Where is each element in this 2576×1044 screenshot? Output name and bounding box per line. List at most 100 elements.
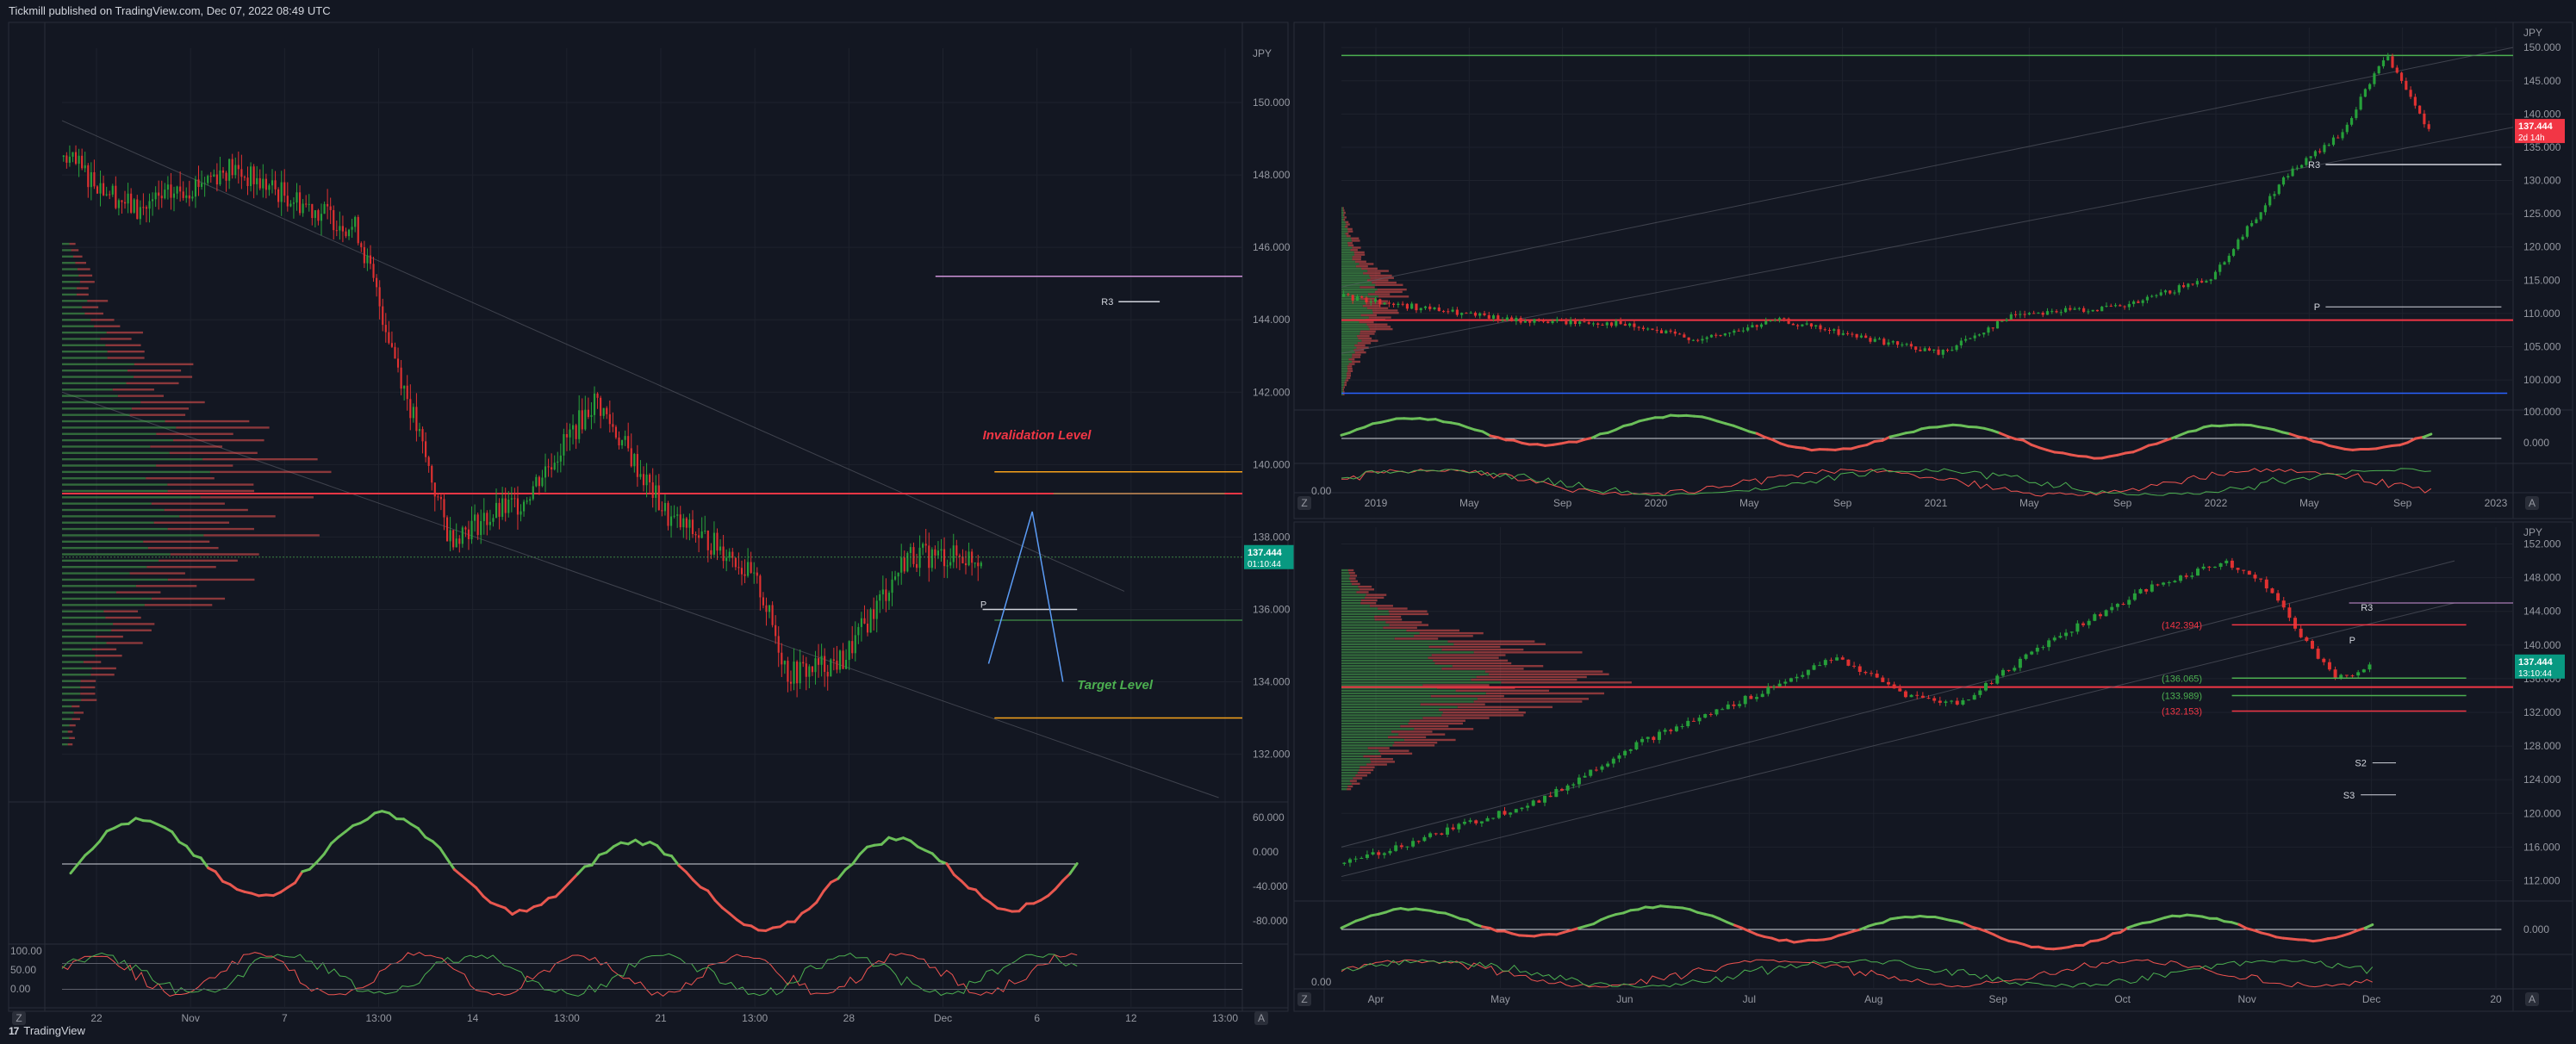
candle [339,226,341,231]
volume-profile-bar [1366,307,1389,309]
s3-label: S3 [2343,791,2355,801]
candle [2381,60,2386,66]
volume-profile-bar [62,255,73,258]
button-bg [1297,992,1311,1006]
candle [1578,321,1582,325]
volume-profile-bar [1348,358,1355,361]
candle [1882,339,1886,345]
candle [706,530,709,550]
volume-profile-bar [1441,648,1524,651]
volume-profile-bar [1369,605,1393,607]
candle [2373,73,2376,84]
candle [1416,841,1421,842]
rsi-segment [2162,437,2175,443]
time-tick-label: Apr [1368,993,1384,1005]
candle [1777,318,1782,320]
candle [612,424,614,427]
volume-profile-bar [1341,659,1434,662]
volume-profile-bar [62,591,116,593]
time-tick-label: 21 [655,1012,667,1024]
volume-profile-bar [1428,645,1501,649]
rsi-segment [2022,942,2033,948]
rsi-segment [2155,439,2166,445]
candle [1732,704,1736,706]
candle [1951,350,1954,351]
candle [879,594,881,601]
volume-profile-bar [1341,388,1343,391]
candle [2227,255,2231,263]
auto-button[interactable]: A [2525,992,2539,1006]
rsi-segment [720,906,731,915]
candle [1972,694,1976,700]
rsi-segment [1708,417,1720,423]
candle [936,550,940,556]
candle [885,589,887,601]
candle [329,206,332,210]
candle [624,436,626,440]
candle [246,177,249,187]
tradingview-logo-icon[interactable]: 17 [9,1025,19,1037]
candle [2270,588,2274,593]
volume-profile-bar [1341,780,1350,782]
auto-button[interactable]: A [1254,1011,1268,1025]
volume-profile-bar [105,616,141,619]
volume-profile-bar [1350,249,1358,252]
price-tick-label: 112.000 [2523,874,2560,886]
candle [2121,604,2125,606]
chart-pane-bottom-right[interactable]: JPY152.000148.000144.000140.000136.00013… [1293,521,2573,1012]
candle [1543,795,1547,803]
rsi-segment [858,845,868,856]
volume-profile-bar [1394,637,1439,640]
candle [1405,303,1409,309]
rsi-segment [2406,437,2417,444]
candle [369,255,372,264]
volume-profile-bar [1488,673,1609,675]
candle [2150,584,2154,592]
price-tick-label: 144.000 [1253,314,1291,326]
auto-scale-button[interactable]: Z [1297,496,1311,510]
candle [2037,313,2040,314]
candle [719,546,722,551]
chart-pane-top-right[interactable]: JPY150.000145.000140.000135.000130.00012… [1293,22,2573,519]
rsi-segment [576,865,587,876]
candle [2196,569,2200,576]
rsi-segment [554,887,564,898]
candle [673,515,675,517]
candle [679,514,681,528]
candle [759,575,762,598]
volume-profile-bar [1349,575,1358,577]
rsi-segment [2081,940,2093,947]
auto-scale-button[interactable]: Z [1297,992,1311,1006]
volume-profile-bar [1341,327,1370,331]
auto-scale-button[interactable]: Z [12,1011,26,1025]
candle [1541,319,1546,322]
rsi-segment [2014,438,2025,442]
auto-button[interactable]: A [2525,496,2539,510]
volume-profile-bar [83,661,102,663]
candle [1787,318,1790,324]
volume-profile-bar [1359,320,1374,324]
chart-pane-left[interactable]: JPY150.000148.000146.000144.000142.00014… [8,22,1294,1025]
volume-profile-bar [1341,738,1404,742]
volume-profile-bar [62,293,77,296]
tradingview-brand[interactable]: TradingView [23,1024,85,1037]
candle [1419,308,1422,311]
candle [1738,704,1742,706]
volume-profile-bar [82,306,99,308]
candle [2349,118,2354,125]
volume-profile-bar [146,477,215,480]
candle [2309,156,2312,158]
volume-profile-bar [203,534,320,537]
candle [2167,582,2171,584]
candle [2336,137,2340,139]
rsi-segment [2119,926,2130,935]
volume-profile-bar [1341,295,1379,298]
candle [427,457,430,466]
rsi-segment [634,838,644,847]
rsi-segment [445,857,456,871]
trend-line [1341,47,2514,288]
candle [2242,569,2246,571]
volume-profile-bar [62,604,145,606]
rsi-segment [1732,424,1743,430]
